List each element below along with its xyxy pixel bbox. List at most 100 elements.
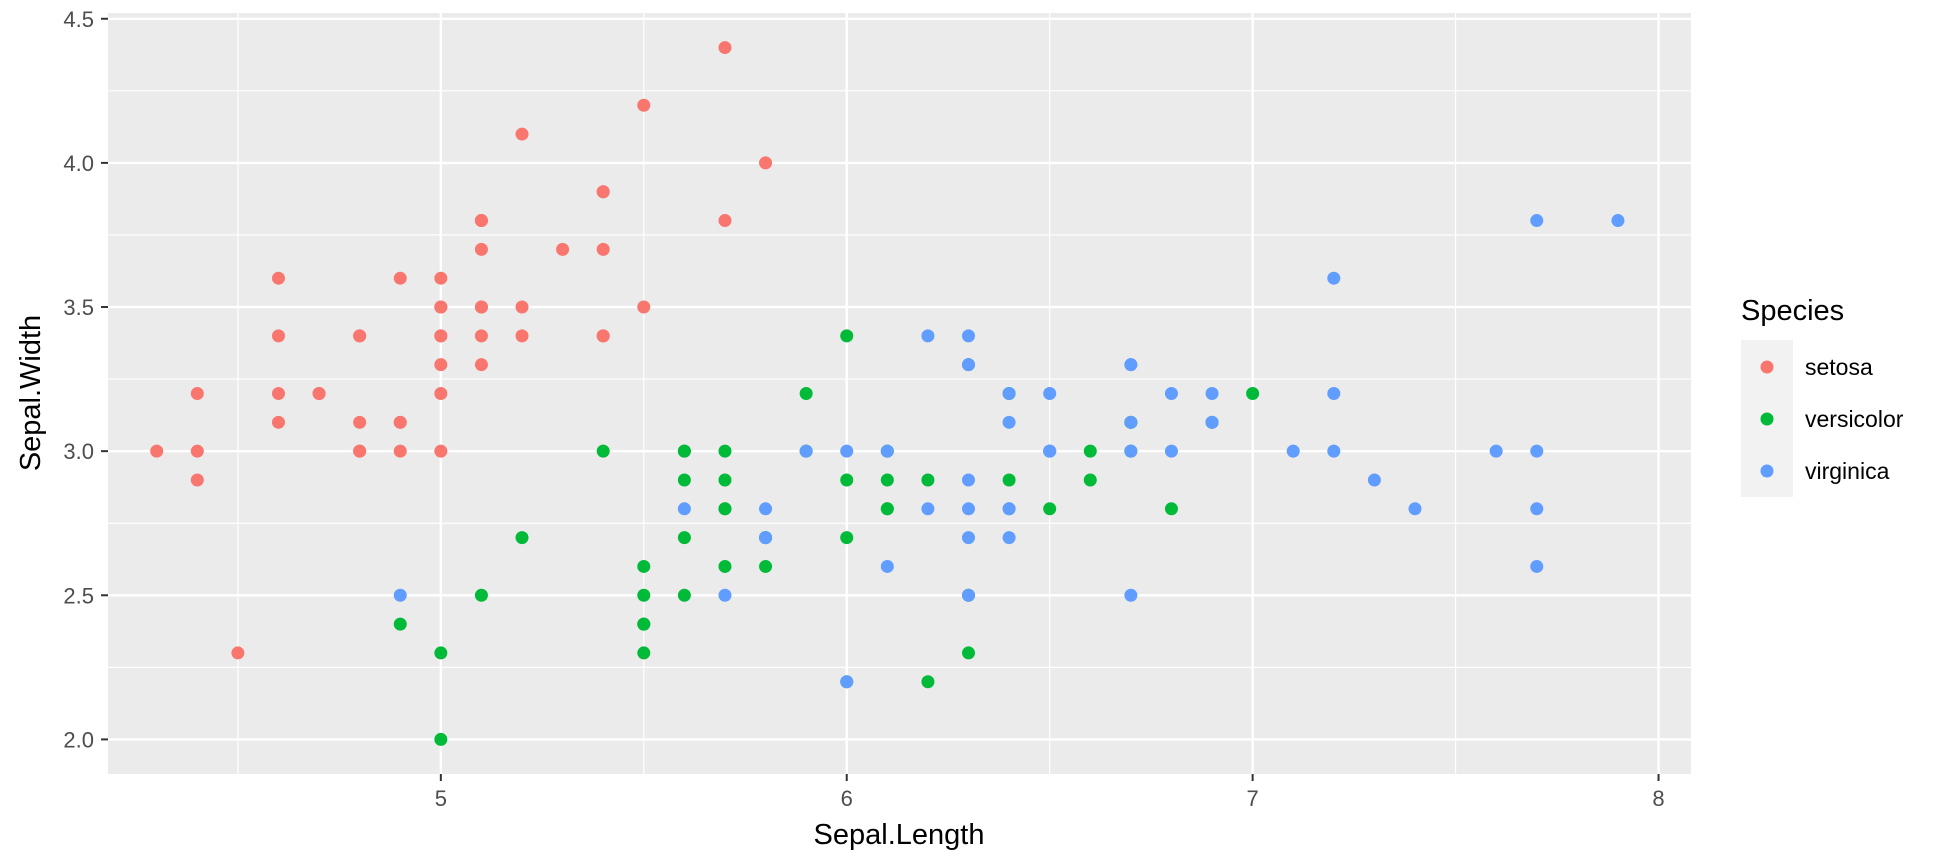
point-setosa — [434, 329, 448, 343]
point-virginica — [962, 531, 976, 545]
point-setosa — [271, 329, 285, 343]
point-versicolor — [596, 444, 610, 458]
point-virginica — [1367, 473, 1381, 487]
y-tick-label: 4.5 — [63, 7, 94, 32]
point-setosa — [596, 329, 610, 343]
data-points — [150, 41, 1625, 746]
point-setosa — [231, 646, 245, 660]
point-versicolor — [962, 646, 976, 660]
point-virginica — [393, 588, 407, 602]
point-virginica — [1327, 271, 1341, 285]
point-virginica — [962, 588, 976, 602]
x-tick-label: 5 — [435, 786, 447, 811]
point-versicolor — [718, 473, 732, 487]
point-virginica — [1043, 444, 1057, 458]
point-versicolor — [637, 617, 651, 631]
point-versicolor — [880, 473, 894, 487]
point-setosa — [515, 329, 529, 343]
point-versicolor — [637, 646, 651, 660]
point-setosa — [596, 185, 610, 199]
y-axis-title: Sepal.Width — [15, 315, 47, 471]
point-versicolor — [637, 588, 651, 602]
point-setosa — [393, 271, 407, 285]
point-setosa — [759, 156, 773, 170]
legend-label-setosa: setosa — [1805, 354, 1873, 380]
point-versicolor — [677, 444, 691, 458]
point-versicolor — [718, 444, 732, 458]
point-versicolor — [677, 473, 691, 487]
point-versicolor — [677, 531, 691, 545]
point-setosa — [474, 300, 488, 314]
point-virginica — [1530, 502, 1544, 516]
x-tick-label: 6 — [841, 786, 853, 811]
y-tick-label: 3.0 — [63, 439, 94, 464]
point-setosa — [271, 415, 285, 429]
point-virginica — [1327, 387, 1341, 400]
point-virginica — [962, 502, 976, 516]
point-virginica — [840, 444, 854, 458]
point-virginica — [1124, 415, 1138, 429]
legend-key-versicolor — [1760, 412, 1774, 426]
major-gridlines — [108, 13, 1691, 774]
point-virginica — [921, 502, 935, 516]
point-setosa — [353, 329, 367, 343]
point-versicolor — [1083, 444, 1097, 458]
point-versicolor — [434, 646, 448, 660]
legend-title: Species — [1741, 295, 1844, 327]
point-virginica — [880, 444, 894, 458]
point-virginica — [1489, 444, 1503, 458]
legend-label-virginica: virginica — [1805, 458, 1890, 484]
point-versicolor — [840, 473, 854, 487]
point-versicolor — [677, 588, 691, 602]
point-virginica — [1205, 387, 1219, 400]
point-versicolor — [1043, 502, 1057, 516]
point-versicolor — [393, 617, 407, 631]
point-setosa — [515, 300, 529, 314]
point-virginica — [1530, 444, 1544, 458]
point-setosa — [474, 329, 488, 343]
point-virginica — [759, 502, 773, 516]
point-setosa — [353, 444, 367, 458]
point-setosa — [190, 444, 204, 458]
point-versicolor — [718, 559, 732, 573]
point-setosa — [190, 387, 204, 400]
point-virginica — [1164, 387, 1178, 400]
point-versicolor — [840, 531, 854, 545]
point-setosa — [718, 214, 732, 228]
point-versicolor — [637, 559, 651, 573]
point-virginica — [962, 358, 976, 372]
point-virginica — [962, 329, 976, 343]
point-virginica — [677, 502, 691, 516]
point-setosa — [434, 300, 448, 314]
point-versicolor — [434, 732, 448, 746]
point-setosa — [190, 473, 204, 487]
point-versicolor — [921, 473, 935, 487]
point-versicolor — [515, 531, 529, 545]
y-tick-label: 3.5 — [63, 295, 94, 320]
point-setosa — [474, 214, 488, 228]
point-versicolor — [799, 387, 813, 400]
point-versicolor — [840, 329, 854, 343]
point-virginica — [718, 588, 732, 602]
point-virginica — [962, 473, 976, 487]
point-virginica — [1002, 387, 1016, 400]
point-setosa — [312, 387, 326, 400]
x-axis: 5 6 7 8 — [435, 774, 1665, 811]
minor-gridlines — [108, 13, 1691, 774]
point-virginica — [1530, 559, 1544, 573]
point-setosa — [434, 358, 448, 372]
legend-key-setosa — [1760, 360, 1774, 374]
point-versicolor — [921, 675, 935, 689]
point-virginica — [1002, 415, 1016, 429]
point-virginica — [799, 444, 813, 458]
point-setosa — [637, 300, 651, 314]
point-versicolor — [718, 502, 732, 516]
point-virginica — [1327, 444, 1341, 458]
y-tick-label: 2.5 — [63, 583, 94, 608]
point-virginica — [921, 329, 935, 343]
point-setosa — [271, 387, 285, 400]
x-tick-label: 8 — [1652, 786, 1664, 811]
point-virginica — [1002, 502, 1016, 516]
legend-label-versicolor: versicolor — [1805, 406, 1904, 432]
